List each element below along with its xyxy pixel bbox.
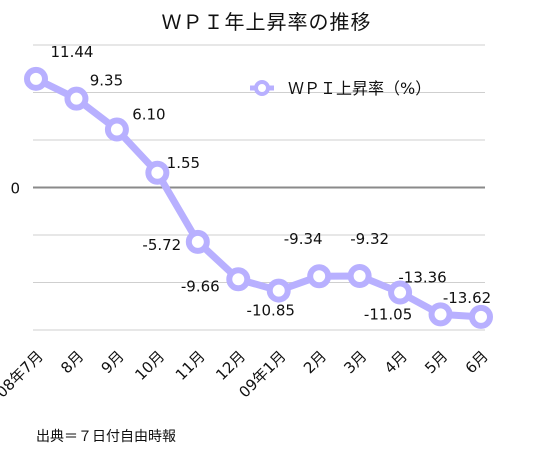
x-tick-label: 9月 bbox=[98, 347, 128, 377]
x-tick-label: 08年7月 bbox=[0, 347, 47, 401]
data-label: 6.10 bbox=[132, 106, 165, 124]
data-label: -5.72 bbox=[142, 236, 181, 254]
data-label: -13.62 bbox=[443, 289, 491, 307]
data-point bbox=[226, 267, 251, 292]
data-label: -9.34 bbox=[284, 230, 323, 248]
data-point bbox=[388, 280, 413, 305]
data-label: -10.85 bbox=[247, 302, 295, 320]
x-tick-label: 2月 bbox=[300, 347, 330, 377]
source-note: 出典＝７日付自由時報 bbox=[36, 429, 176, 445]
x-tick-label: 3月 bbox=[340, 347, 370, 377]
data-point bbox=[307, 264, 332, 289]
chart-title: ＷＰＩ年上昇率の推移 bbox=[161, 10, 372, 34]
x-tick-label: 10月 bbox=[131, 347, 168, 384]
y-tick-label: 0 bbox=[10, 180, 20, 198]
x-tick-label: 11月 bbox=[172, 347, 209, 384]
data-point bbox=[185, 229, 210, 254]
data-label: 1.55 bbox=[167, 154, 200, 172]
x-tick-label: 12月 bbox=[212, 347, 249, 384]
data-label: -11.05 bbox=[364, 305, 412, 323]
data-point bbox=[469, 304, 493, 329]
data-label: 9.35 bbox=[90, 72, 123, 90]
data-point bbox=[24, 66, 48, 91]
x-tick-label: 5月 bbox=[421, 347, 451, 377]
x-tick-label: 4月 bbox=[381, 347, 411, 377]
data-label: -9.32 bbox=[350, 230, 389, 248]
data-point bbox=[266, 278, 291, 303]
data-point bbox=[145, 160, 170, 185]
data-label: -13.36 bbox=[398, 268, 446, 286]
data-label: 11.44 bbox=[51, 43, 94, 61]
data-label: -9.66 bbox=[181, 277, 220, 295]
legend-label: ＷＰＩ上昇率（%） bbox=[288, 79, 431, 98]
data-point bbox=[347, 264, 372, 289]
x-tick-label: 8月 bbox=[57, 347, 87, 377]
data-point bbox=[428, 302, 453, 327]
data-point bbox=[104, 117, 129, 142]
legend-marker bbox=[254, 80, 270, 96]
x-tick-label: 6月 bbox=[462, 347, 492, 377]
data-point bbox=[64, 86, 89, 111]
